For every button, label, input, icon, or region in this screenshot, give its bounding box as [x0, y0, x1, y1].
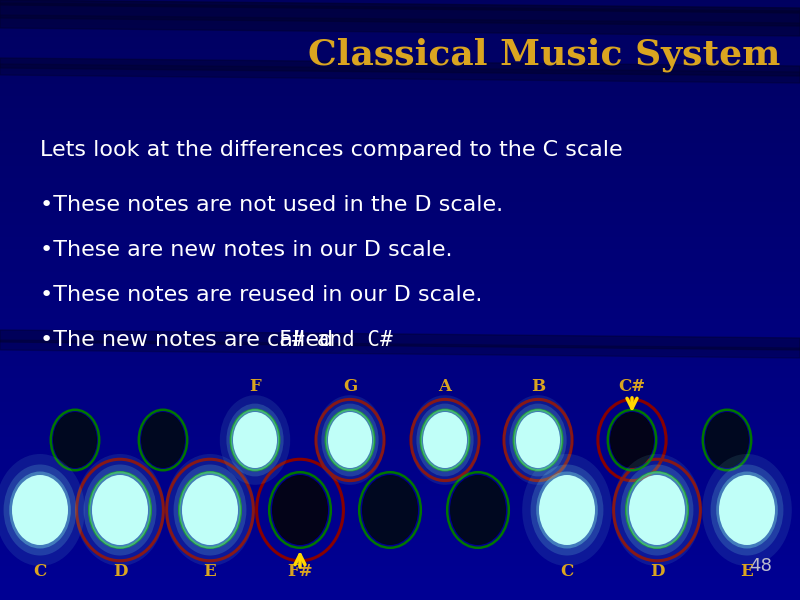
- Ellipse shape: [416, 404, 474, 476]
- Ellipse shape: [514, 409, 562, 471]
- Text: •These notes are not used in the D scale.: •These notes are not used in the D scale…: [40, 195, 503, 215]
- Ellipse shape: [719, 475, 775, 545]
- Ellipse shape: [629, 475, 685, 545]
- Ellipse shape: [12, 475, 68, 545]
- Ellipse shape: [182, 475, 238, 545]
- Ellipse shape: [231, 409, 279, 471]
- Ellipse shape: [179, 472, 241, 548]
- Text: Classical Music System: Classical Music System: [308, 38, 780, 73]
- Ellipse shape: [702, 454, 792, 566]
- Ellipse shape: [423, 412, 467, 468]
- Ellipse shape: [9, 472, 71, 548]
- Ellipse shape: [626, 472, 688, 548]
- Ellipse shape: [536, 472, 598, 548]
- Text: D: D: [113, 563, 127, 580]
- Ellipse shape: [141, 412, 185, 468]
- Ellipse shape: [4, 464, 77, 556]
- Ellipse shape: [530, 464, 603, 556]
- Ellipse shape: [326, 409, 374, 471]
- Text: C: C: [560, 563, 574, 580]
- Ellipse shape: [89, 472, 151, 548]
- Ellipse shape: [710, 464, 783, 556]
- Ellipse shape: [410, 395, 480, 485]
- Ellipse shape: [610, 412, 654, 468]
- Ellipse shape: [226, 404, 284, 476]
- Ellipse shape: [362, 475, 418, 545]
- Text: E: E: [204, 563, 216, 580]
- Ellipse shape: [503, 395, 573, 485]
- Ellipse shape: [621, 464, 694, 556]
- Ellipse shape: [92, 475, 148, 545]
- Text: •These are new notes in our D scale.: •These are new notes in our D scale.: [40, 240, 453, 260]
- Ellipse shape: [174, 464, 246, 556]
- Text: F: F: [249, 378, 261, 395]
- Ellipse shape: [716, 472, 778, 548]
- Ellipse shape: [75, 454, 165, 566]
- Text: B: B: [531, 378, 545, 395]
- Text: E: E: [741, 563, 754, 580]
- Text: 48: 48: [749, 557, 772, 575]
- Ellipse shape: [322, 404, 378, 476]
- Ellipse shape: [165, 454, 254, 566]
- Text: D: D: [650, 563, 664, 580]
- Text: F# and C#: F# and C#: [279, 330, 393, 350]
- Ellipse shape: [328, 412, 372, 468]
- Ellipse shape: [516, 412, 560, 468]
- Ellipse shape: [83, 464, 157, 556]
- Text: C: C: [34, 563, 46, 580]
- Ellipse shape: [220, 395, 290, 485]
- Ellipse shape: [539, 475, 595, 545]
- Ellipse shape: [612, 454, 702, 566]
- Ellipse shape: [233, 412, 277, 468]
- Ellipse shape: [510, 404, 566, 476]
- Ellipse shape: [272, 475, 328, 545]
- Ellipse shape: [522, 454, 612, 566]
- Ellipse shape: [421, 409, 469, 471]
- Ellipse shape: [315, 395, 386, 485]
- Text: •The new notes are called: •The new notes are called: [40, 330, 340, 350]
- Text: F#: F#: [287, 563, 313, 580]
- Text: •These notes are reused in our D scale.: •These notes are reused in our D scale.: [40, 285, 482, 305]
- Text: G: G: [343, 378, 357, 395]
- Text: Lets look at the differences compared to the C scale: Lets look at the differences compared to…: [40, 140, 622, 160]
- Ellipse shape: [53, 412, 97, 468]
- Text: A: A: [438, 378, 451, 395]
- Text: C#: C#: [618, 378, 646, 395]
- Ellipse shape: [450, 475, 506, 545]
- Ellipse shape: [0, 454, 85, 566]
- Ellipse shape: [705, 412, 749, 468]
